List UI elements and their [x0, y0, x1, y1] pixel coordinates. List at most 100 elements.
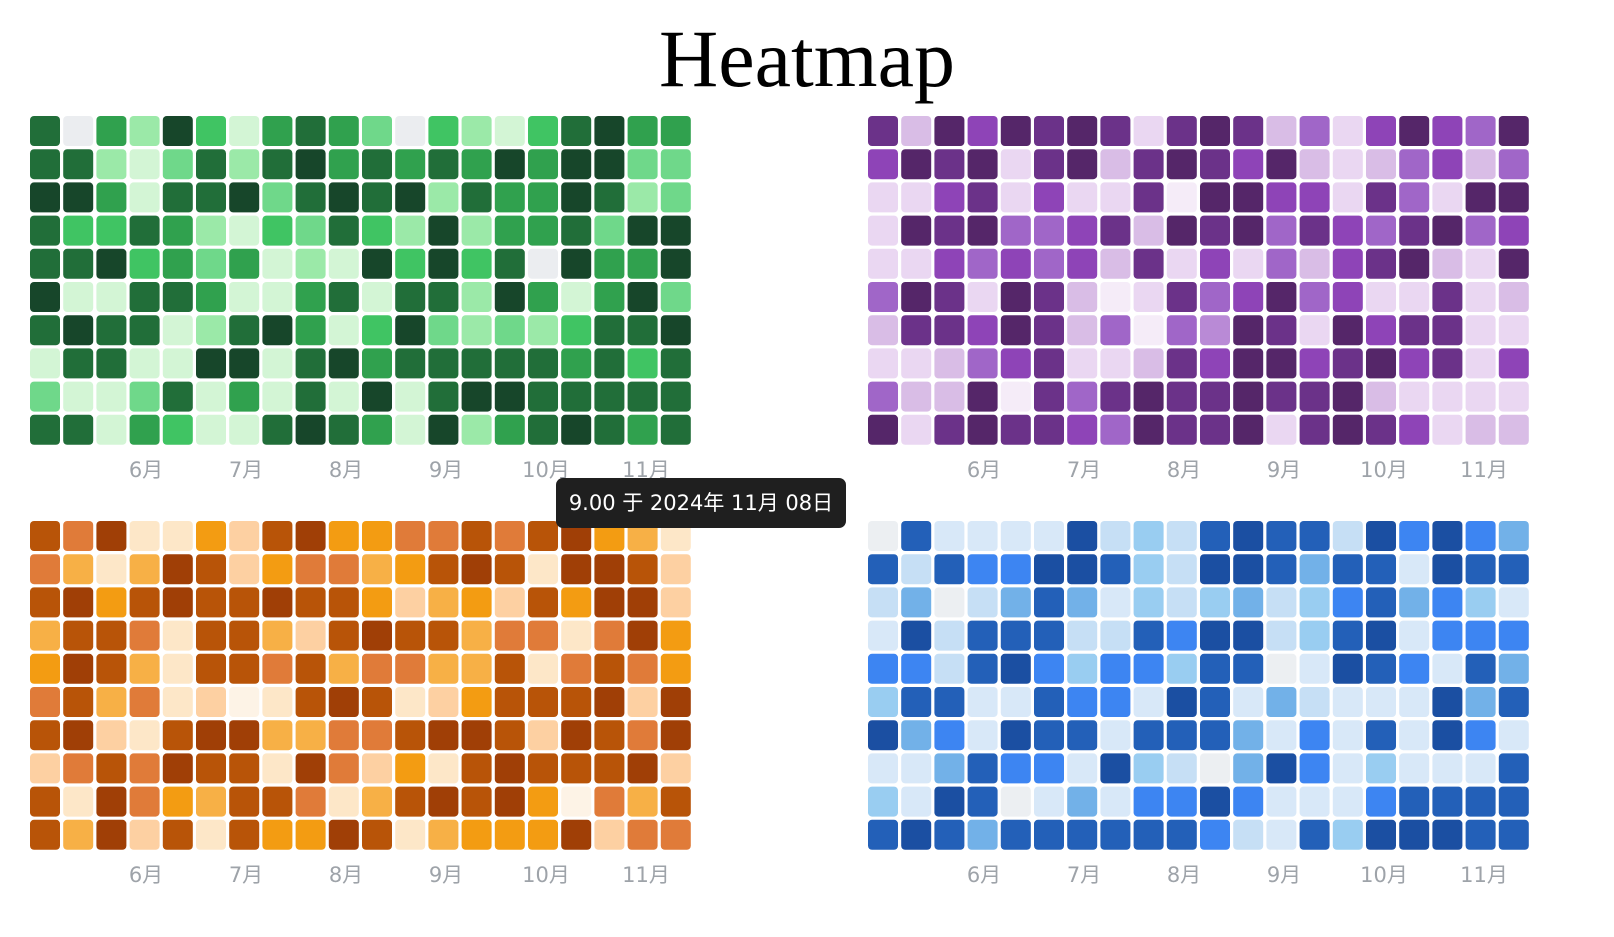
heatmap-cell[interactable] — [30, 653, 60, 684]
heatmap-cell[interactable] — [461, 521, 492, 551]
heatmap-cell[interactable] — [1498, 819, 1529, 850]
heatmap-cell[interactable] — [1100, 554, 1131, 585]
heatmap-cell[interactable] — [262, 819, 293, 850]
heatmap-cell[interactable] — [129, 620, 160, 651]
heatmap-cell[interactable] — [96, 248, 127, 279]
heatmap-cell[interactable] — [1266, 248, 1297, 279]
heatmap-cell[interactable] — [1034, 149, 1064, 180]
heatmap-cell[interactable] — [96, 554, 127, 585]
heatmap-cell[interactable] — [1266, 315, 1297, 346]
heatmap-cell[interactable] — [1166, 786, 1197, 817]
heatmap-cell[interactable] — [1000, 282, 1031, 312]
heatmap-cell[interactable] — [1166, 248, 1197, 279]
heatmap-cell[interactable] — [1133, 687, 1164, 717]
heatmap-cell[interactable] — [1332, 720, 1363, 751]
heatmap-cell[interactable] — [1166, 282, 1197, 312]
heatmap-cell[interactable] — [1233, 687, 1264, 717]
heatmap-cell[interactable] — [1366, 414, 1396, 445]
heatmap-cell[interactable] — [1332, 786, 1363, 817]
heatmap-cell[interactable] — [494, 215, 525, 246]
heatmap-cell[interactable] — [196, 414, 226, 445]
heatmap-cell[interactable] — [63, 315, 94, 346]
heatmap-cell[interactable] — [461, 786, 492, 817]
heatmap-cell[interactable] — [901, 215, 932, 246]
heatmap-cell[interactable] — [494, 720, 525, 751]
heatmap-cell[interactable] — [362, 149, 392, 180]
heatmap-cell[interactable] — [1000, 414, 1031, 445]
heatmap-cell[interactable] — [868, 414, 898, 445]
heatmap-cell[interactable] — [934, 182, 965, 213]
heatmap-cell[interactable] — [528, 554, 558, 585]
heatmap-cell[interactable] — [1465, 182, 1496, 213]
heatmap-cell[interactable] — [129, 348, 160, 379]
heatmap-cell[interactable] — [295, 348, 326, 379]
heatmap-cell[interactable] — [428, 786, 459, 817]
heatmap-cell[interactable] — [1332, 149, 1363, 180]
heatmap-cell[interactable] — [1133, 554, 1164, 585]
heatmap-cell[interactable] — [1432, 819, 1463, 850]
heatmap-cell[interactable] — [1266, 653, 1297, 684]
heatmap-cell[interactable] — [295, 521, 326, 551]
heatmap-cell[interactable] — [328, 687, 359, 717]
heatmap-cell[interactable] — [528, 587, 558, 618]
heatmap-cell[interactable] — [1399, 554, 1430, 585]
heatmap-cell[interactable] — [63, 687, 94, 717]
heatmap-cell[interactable] — [328, 282, 359, 312]
heatmap-cell[interactable] — [660, 587, 691, 618]
heatmap-cell[interactable] — [660, 282, 691, 312]
heatmap-cell[interactable] — [162, 819, 193, 850]
heatmap-cell[interactable] — [362, 182, 392, 213]
heatmap-cell[interactable] — [129, 687, 160, 717]
heatmap-cell[interactable] — [1133, 315, 1164, 346]
heatmap-cell[interactable] — [395, 587, 426, 618]
heatmap-cell[interactable] — [1034, 116, 1064, 146]
heatmap-cell[interactable] — [362, 414, 392, 445]
heatmap-cell[interactable] — [528, 720, 558, 751]
heatmap-cell[interactable] — [627, 414, 658, 445]
heatmap-cell[interactable] — [528, 521, 558, 551]
heatmap-cell[interactable] — [1166, 521, 1197, 551]
heatmap-cell[interactable] — [594, 687, 625, 717]
heatmap-cell[interactable] — [901, 786, 932, 817]
heatmap-cell[interactable] — [196, 348, 226, 379]
heatmap-cell[interactable] — [660, 720, 691, 751]
heatmap-cell[interactable] — [934, 381, 965, 412]
heatmap-cell[interactable] — [1067, 381, 1098, 412]
heatmap-cell[interactable] — [1266, 414, 1297, 445]
heatmap-cell[interactable] — [1233, 248, 1264, 279]
heatmap-cell[interactable] — [162, 116, 193, 146]
heatmap-cell[interactable] — [30, 620, 60, 651]
heatmap-cell[interactable] — [1465, 554, 1496, 585]
heatmap-cell[interactable] — [461, 554, 492, 585]
heatmap-cell[interactable] — [1133, 753, 1164, 784]
heatmap-cell[interactable] — [1332, 753, 1363, 784]
heatmap-cell[interactable] — [428, 819, 459, 850]
heatmap-cell[interactable] — [162, 587, 193, 618]
heatmap-cell[interactable] — [395, 819, 426, 850]
heatmap-cell[interactable] — [461, 282, 492, 312]
heatmap-cell[interactable] — [660, 149, 691, 180]
heatmap-cell[interactable] — [1332, 819, 1363, 850]
heatmap-cell[interactable] — [1432, 315, 1463, 346]
heatmap-cell[interactable] — [63, 653, 94, 684]
heatmap-cell[interactable] — [295, 381, 326, 412]
heatmap-cell[interactable] — [30, 521, 60, 551]
heatmap-cell[interactable] — [262, 786, 293, 817]
heatmap-cell[interactable] — [328, 381, 359, 412]
heatmap-cell[interactable] — [63, 587, 94, 618]
heatmap-cell[interactable] — [96, 620, 127, 651]
heatmap-cell[interactable] — [30, 587, 60, 618]
heatmap-cell[interactable] — [461, 248, 492, 279]
heatmap-cell[interactable] — [395, 414, 426, 445]
heatmap-cell[interactable] — [901, 414, 932, 445]
heatmap-cell[interactable] — [196, 116, 226, 146]
heatmap-cell[interactable] — [30, 215, 60, 246]
heatmap-cell[interactable] — [1332, 381, 1363, 412]
heatmap-cell[interactable] — [901, 753, 932, 784]
heatmap-cell[interactable] — [967, 653, 998, 684]
heatmap-cell[interactable] — [30, 282, 60, 312]
heatmap-cell[interactable] — [627, 315, 658, 346]
heatmap-cell[interactable] — [96, 687, 127, 717]
heatmap-cell[interactable] — [295, 753, 326, 784]
heatmap-cell[interactable] — [196, 381, 226, 412]
